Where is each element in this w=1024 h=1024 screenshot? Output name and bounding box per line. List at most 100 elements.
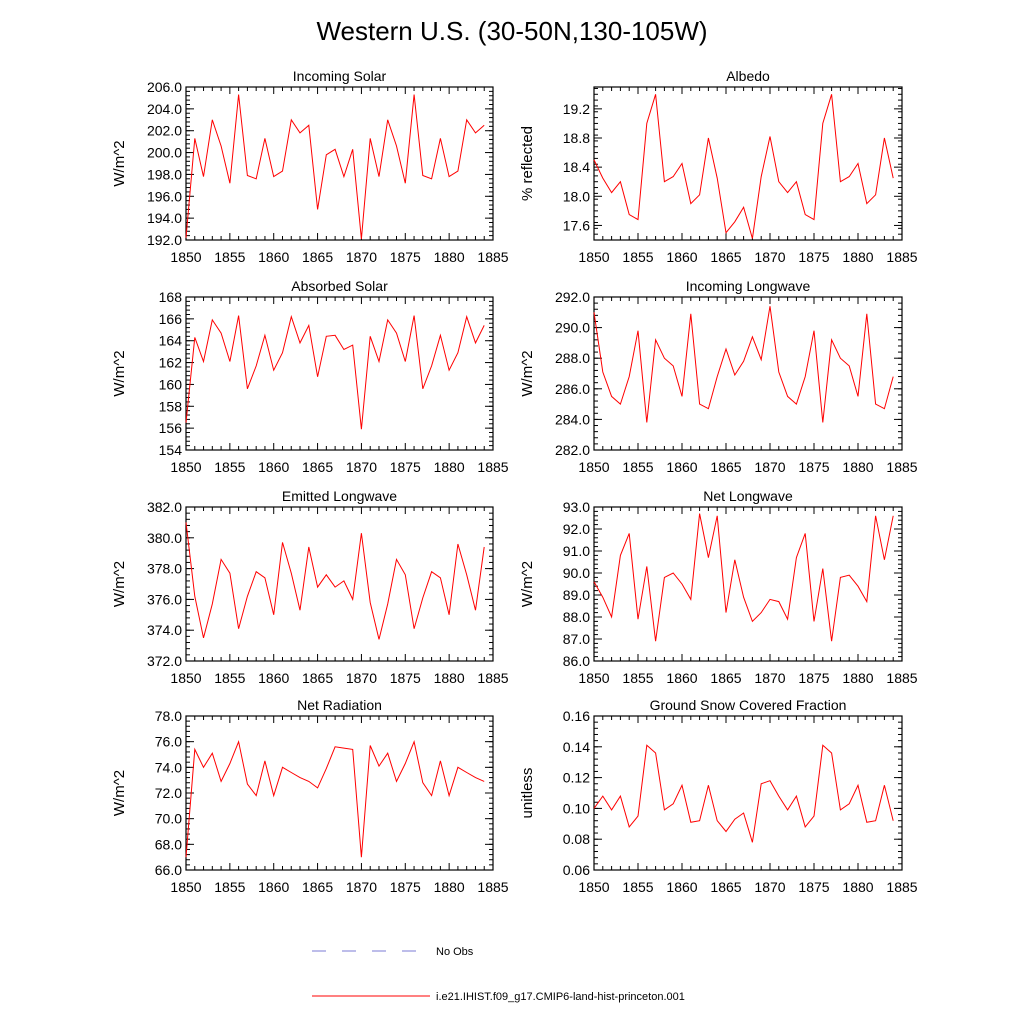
y-tick-label: 198.0 (147, 166, 182, 182)
panel-title: Albedo (726, 68, 770, 84)
x-tick-label: 1885 (886, 670, 917, 686)
y-tick-label: 66.0 (155, 862, 182, 878)
y-tick-label: 86.0 (563, 653, 590, 669)
x-tick-label: 1865 (302, 670, 333, 686)
x-tick-label: 1850 (578, 879, 609, 895)
x-tick-label: 1855 (622, 459, 653, 475)
y-tick-label: 91.0 (563, 543, 590, 559)
x-tick-label: 1885 (477, 879, 508, 895)
y-tick-label: 78.0 (155, 708, 182, 724)
y-tick-label: 18.8 (563, 130, 590, 146)
y-axis-label: W/m^2 (519, 350, 536, 396)
series-line (593, 744, 894, 843)
panel-title: Absorbed Solar (291, 278, 388, 294)
y-tick-label: 206.0 (147, 79, 182, 95)
series-line (185, 94, 485, 239)
panel-title: Net Longwave (703, 488, 793, 504)
y-tick-label: 90.0 (563, 565, 590, 581)
panel-title: Incoming Longwave (686, 278, 811, 294)
x-tick-label: 1855 (622, 670, 653, 686)
y-tick-label: 0.16 (563, 708, 590, 724)
x-tick-label: 1870 (754, 459, 785, 475)
x-tick-label: 1870 (346, 249, 377, 265)
series-line (185, 522, 485, 640)
y-tick-label: 0.12 (563, 770, 590, 786)
x-tick-label: 1850 (170, 879, 201, 895)
x-tick-label: 1865 (302, 459, 333, 475)
y-tick-label: 18.0 (563, 188, 590, 204)
plot-frame (593, 296, 903, 451)
y-tick-label: 158 (159, 398, 183, 414)
x-tick-label: 1865 (302, 249, 333, 265)
panel-1: Incoming Solar W/m^2 1850 1855 1860 1865 1870 1… (111, 68, 509, 265)
x-tick-label: 1855 (214, 670, 245, 686)
x-tick-label: 1875 (798, 459, 829, 475)
x-tick-label: 1855 (214, 249, 245, 265)
x-tick-label: 1860 (666, 879, 697, 895)
y-tick-label: 0.08 (563, 831, 590, 847)
y-tick-label: 282.0 (555, 442, 590, 458)
y-tick-label: 160 (159, 376, 183, 392)
x-tick-label: 1850 (170, 459, 201, 475)
y-tick-label: 166 (159, 311, 183, 327)
plot-frame (185, 86, 494, 241)
x-tick-label: 1860 (666, 459, 697, 475)
panel-4: Incoming Longwave W/m^2 1850 1855 1860 1865 18… (519, 278, 918, 475)
x-tick-label: 1885 (477, 249, 508, 265)
x-tick-label: 1885 (477, 670, 508, 686)
x-tick-label: 1870 (754, 249, 785, 265)
plot-frame (593, 86, 903, 241)
panel-2: Albedo % reflected 1850 1855 1860 1865 1870 187… (519, 68, 918, 265)
y-tick-label: 378.0 (147, 561, 182, 577)
y-axis-label: unitless (519, 768, 536, 819)
x-tick-label: 1875 (390, 670, 421, 686)
x-tick-label: 1865 (710, 459, 741, 475)
y-tick-label: 68.0 (155, 836, 182, 852)
x-tick-label: 1880 (434, 879, 465, 895)
y-tick-label: 374.0 (147, 622, 182, 638)
series-line (185, 314, 485, 430)
x-tick-label: 1850 (170, 670, 201, 686)
y-tick-label: 156 (159, 420, 183, 436)
y-tick-label: 382.0 (147, 499, 182, 515)
y-tick-label: 70.0 (155, 811, 182, 827)
x-tick-label: 1855 (622, 249, 653, 265)
x-tick-label: 1860 (258, 249, 289, 265)
x-tick-label: 1860 (666, 249, 697, 265)
panel-title: Ground Snow Covered Fraction (650, 697, 847, 713)
panel-7: Net Radiation W/m^2 1850 1855 1860 1865 1870 18… (111, 697, 509, 895)
panel-title: Incoming Solar (293, 68, 387, 84)
y-tick-label: 292.0 (555, 289, 590, 305)
y-tick-label: 0.06 (563, 862, 590, 878)
y-tick-label: 290.0 (555, 320, 590, 336)
x-tick-label: 1850 (578, 249, 609, 265)
x-tick-label: 1880 (842, 249, 873, 265)
plot-frame (185, 506, 494, 662)
panel-title: Net Radiation (297, 697, 382, 713)
plot-frame (593, 715, 903, 871)
x-tick-label: 1855 (622, 879, 653, 895)
x-tick-label: 1850 (578, 670, 609, 686)
panel-3: Absorbed Solar W/m^2 1850 1855 1860 1865 1870 1… (111, 278, 509, 475)
x-tick-label: 1880 (842, 459, 873, 475)
y-tick-label: 18.4 (563, 159, 590, 175)
series-line (593, 513, 894, 642)
y-tick-label: 88.0 (563, 609, 590, 625)
x-tick-label: 1870 (346, 879, 377, 895)
panel-8: Ground Snow Covered Fraction unitless 1850… (519, 697, 918, 895)
x-tick-label: 1880 (434, 459, 465, 475)
x-tick-label: 1865 (710, 249, 741, 265)
x-tick-label: 1870 (346, 670, 377, 686)
y-tick-label: 286.0 (555, 381, 590, 397)
x-tick-label: 1855 (214, 459, 245, 475)
y-tick-label: 74.0 (155, 759, 182, 775)
plot-frame (593, 506, 903, 662)
y-axis-label: W/m^2 (111, 350, 128, 396)
x-tick-label: 1880 (434, 249, 465, 265)
panel-5: Emitted Longwave W/m^2 1850 1855 1860 1865 187… (111, 488, 509, 686)
x-tick-label: 1865 (302, 879, 333, 895)
panels: Incoming Solar W/m^2 1850 1855 1860 1865 1870 1… (111, 68, 918, 895)
y-axis-label: W/m^2 (111, 140, 128, 186)
y-tick-label: 164 (159, 333, 183, 349)
